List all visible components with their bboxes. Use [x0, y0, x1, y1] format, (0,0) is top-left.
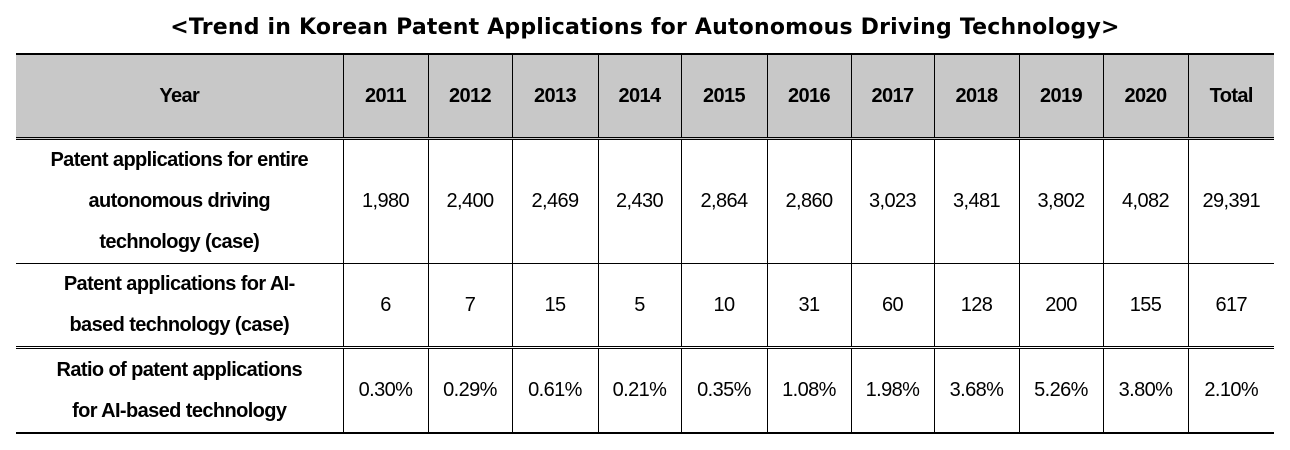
- table-cell: 1.98%: [850, 347, 935, 434]
- table-cell: 128: [933, 263, 1020, 349]
- table-cell: 155: [1102, 263, 1189, 349]
- table-cell: 5: [597, 263, 682, 349]
- table-cell: 7: [427, 263, 513, 349]
- table-cell: 0.29%: [427, 347, 513, 434]
- table-cell: 3,481: [933, 138, 1020, 264]
- table-cell: 31: [766, 263, 852, 349]
- header-cell: 2018: [933, 53, 1020, 140]
- table-row: Patent applications for AI- based techno…: [16, 263, 1274, 349]
- row-header-line: Patent applications for AI-: [63, 273, 295, 295]
- table-cell: 2,400: [427, 138, 513, 264]
- table-cell: 6: [342, 263, 429, 349]
- table-title: <Trend in Korean Patent Applications for…: [170, 15, 1120, 40]
- header-cell: 2015: [680, 53, 768, 140]
- table-cell: 3,802: [1018, 138, 1104, 264]
- table-cell: 2,860: [766, 138, 852, 264]
- table-cell: 10: [680, 263, 768, 349]
- table-cell: 0.35%: [680, 347, 768, 434]
- table-cell: 15: [511, 263, 599, 349]
- row-header-line: based technology (case): [69, 314, 290, 336]
- header-cell: 2013: [511, 53, 599, 140]
- row-header-line: technology (case): [99, 231, 260, 253]
- table-row: Patent applications for entire autonomou…: [16, 138, 1274, 264]
- table-cell: 1.08%: [766, 347, 852, 434]
- header-cell: 2019: [1018, 53, 1104, 140]
- table-cell: 2.10%: [1187, 347, 1274, 434]
- row-header: Ratio of patent applications for AI-base…: [16, 347, 344, 434]
- header-cell: 2016: [766, 53, 852, 140]
- patent-table: Year 2011 2012 2013 2014 2015 2016 2017 …: [16, 53, 1274, 434]
- table-cell: 200: [1018, 263, 1104, 349]
- header-cell: 2011: [342, 53, 429, 140]
- header-cell: 2017: [850, 53, 935, 140]
- header-row: Year 2011 2012 2013 2014 2015 2016 2017 …: [16, 53, 1274, 140]
- table-cell: 4,082: [1102, 138, 1189, 264]
- table-cell: 0.30%: [342, 347, 429, 434]
- table-cell: 5.26%: [1018, 347, 1104, 434]
- row-header-line: autonomous driving: [88, 190, 271, 212]
- row-header-line: for AI-based technology: [72, 399, 287, 422]
- table-cell: 60: [850, 263, 935, 349]
- header-cell: 2014: [597, 53, 682, 140]
- table-cell: 617: [1187, 263, 1274, 349]
- header-cell: 2020: [1102, 53, 1189, 140]
- table-cell: 3.68%: [933, 347, 1020, 434]
- table-cell: 0.21%: [597, 347, 682, 434]
- table-row: Ratio of patent applications for AI-base…: [16, 347, 1274, 434]
- row-header: Patent applications for entire autonomou…: [16, 138, 344, 264]
- row-header-line: Ratio of patent applications: [56, 358, 303, 381]
- header-cell: Year: [16, 53, 344, 140]
- table-cell: 3.80%: [1102, 347, 1189, 434]
- row-header: Patent applications for AI- based techno…: [16, 263, 344, 349]
- table-cell: 29,391: [1187, 138, 1274, 264]
- table-cell: 3,023: [850, 138, 935, 264]
- header-cell: 2012: [427, 53, 513, 140]
- header-cell: Total: [1187, 53, 1274, 140]
- table-cell: 0.61%: [511, 347, 599, 434]
- table-cell: 1,980: [342, 138, 429, 264]
- table-cell: 2,430: [597, 138, 682, 264]
- table-cell: 2,864: [680, 138, 768, 264]
- table-cell: 2,469: [511, 138, 599, 264]
- row-header-line: Patent applications for entire: [50, 149, 309, 171]
